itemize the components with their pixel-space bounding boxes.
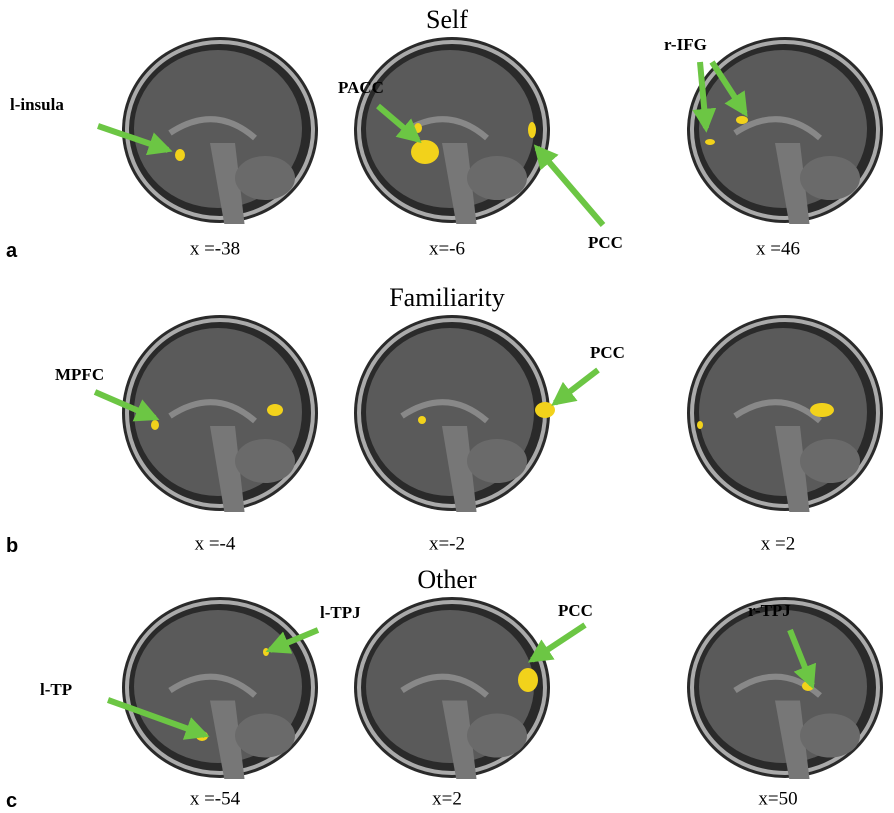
activation bbox=[175, 149, 185, 161]
brain-slice bbox=[105, 315, 325, 518]
activation bbox=[528, 122, 536, 138]
activation bbox=[697, 421, 703, 429]
activation bbox=[263, 648, 269, 656]
activation bbox=[418, 416, 426, 424]
row-title: Familiarity bbox=[389, 283, 505, 312]
arrow bbox=[537, 148, 603, 225]
activation bbox=[151, 420, 159, 430]
brain-slice bbox=[105, 597, 325, 785]
lower-mask bbox=[337, 224, 557, 230]
brain-slice bbox=[337, 37, 557, 230]
region-label: PCC bbox=[590, 343, 625, 362]
coordinate-label: x=50 bbox=[758, 788, 797, 809]
coordinate-label: x=-2 bbox=[429, 533, 465, 554]
lower-mask bbox=[670, 224, 890, 230]
cerebellum bbox=[800, 156, 860, 200]
activation bbox=[705, 139, 715, 145]
region-label: l-insula bbox=[10, 95, 64, 114]
cerebellum bbox=[467, 156, 527, 200]
panel-label: b bbox=[6, 535, 18, 557]
lower-mask bbox=[337, 512, 557, 518]
brain-slice bbox=[670, 315, 890, 518]
lower-mask bbox=[670, 779, 890, 785]
row-title: Other bbox=[417, 565, 477, 594]
brain-slice bbox=[337, 597, 557, 785]
region-label: PACC bbox=[338, 78, 384, 97]
cerebellum bbox=[235, 714, 295, 758]
cerebellum bbox=[235, 439, 295, 483]
activation bbox=[411, 140, 439, 164]
region-label: l-TP bbox=[40, 680, 72, 699]
brain-slice bbox=[105, 37, 325, 230]
arrow bbox=[532, 625, 585, 660]
coordinate-label: x =2 bbox=[761, 533, 795, 554]
brain-slice bbox=[337, 315, 557, 518]
figure: Self a x =-38 l-insula x=-6 PACC PCC x =46 r-IFG… bbox=[0, 0, 894, 813]
activation bbox=[535, 402, 555, 418]
lower-mask bbox=[105, 224, 325, 230]
cerebellum bbox=[800, 439, 860, 483]
lower-mask bbox=[670, 512, 890, 518]
activation bbox=[518, 668, 538, 692]
activation bbox=[810, 403, 834, 417]
cerebellum bbox=[235, 156, 295, 200]
arrow bbox=[555, 370, 598, 403]
cerebellum bbox=[800, 714, 860, 758]
cerebellum bbox=[467, 714, 527, 758]
lower-mask bbox=[105, 779, 325, 785]
coordinate-label: x=-6 bbox=[429, 238, 465, 259]
region-label: r-TPJ bbox=[748, 601, 791, 620]
activation bbox=[414, 123, 422, 133]
coordinate-label: x =-4 bbox=[195, 533, 236, 554]
panel-label: c bbox=[6, 790, 17, 812]
coordinate-label: x =-38 bbox=[190, 238, 240, 259]
panel-label: a bbox=[6, 240, 18, 262]
activation bbox=[267, 404, 283, 416]
region-label: MPFC bbox=[55, 365, 104, 384]
region-label: PCC bbox=[588, 233, 623, 252]
activation bbox=[736, 116, 748, 124]
cerebellum bbox=[467, 439, 527, 483]
coordinate-label: x=2 bbox=[432, 788, 462, 809]
region-label: l-TPJ bbox=[320, 603, 361, 622]
brain-slice bbox=[670, 597, 890, 785]
lower-mask bbox=[337, 779, 557, 785]
coordinate-label: x =-54 bbox=[190, 788, 241, 809]
coordinate-label: x =46 bbox=[756, 238, 800, 259]
row-title: Self bbox=[426, 5, 468, 34]
region-label: r-IFG bbox=[664, 35, 707, 54]
lower-mask bbox=[105, 512, 325, 518]
region-label: PCC bbox=[558, 601, 593, 620]
